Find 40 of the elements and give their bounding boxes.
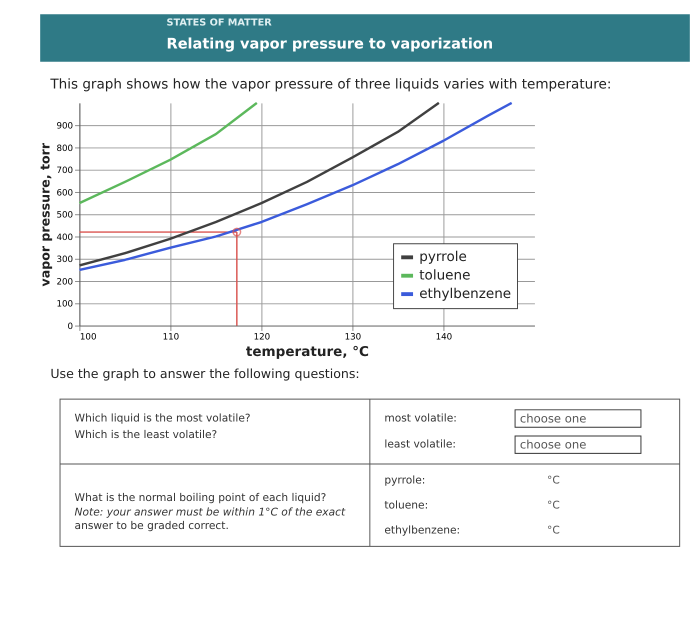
text: What is the normal boiling point of each liquid?	[74, 490, 326, 504]
chart-title: Relating vapor pressure to vaporization	[166, 36, 494, 53]
legend-label: pyrrole	[419, 249, 467, 266]
y-tick-label: 700	[56, 166, 74, 176]
text: Which is the least volatile?	[74, 428, 218, 441]
text: Use the graph to answer the following questions:	[50, 366, 360, 381]
y-tick-label: 200	[56, 277, 74, 288]
legend-label: ethylbenzene	[419, 286, 512, 302]
y-tick-label: 600	[56, 188, 74, 198]
y-tick-label: 500	[56, 210, 74, 221]
text: STATES OF MATTER	[166, 17, 272, 28]
text: ethylbenzene:	[384, 524, 460, 537]
y-axis-title: vapor pressure, torr	[38, 142, 53, 286]
line-series	[78, 102, 258, 204]
text: choose one	[520, 438, 586, 452]
text: most volatile:	[384, 411, 457, 424]
chart-subtitle: This graph shows how the vapor pressure of three liquids varies with temperature:	[49, 76, 612, 92]
x-tick-label: 130	[344, 332, 362, 343]
text: °C	[547, 498, 560, 512]
text: °C	[547, 524, 560, 537]
y-tick-label: 0	[68, 322, 74, 332]
text: toluene:	[384, 498, 428, 512]
text: Which liquid is the most volatile?	[74, 411, 251, 424]
y-tick-label: 800	[56, 144, 74, 154]
y-tick-label: 300	[56, 255, 74, 266]
x-tick-label: 100	[80, 332, 96, 343]
text: choose one	[520, 411, 586, 426]
x-tick-label: 140	[436, 332, 452, 343]
text: answer to be graded correct.	[74, 518, 229, 532]
y-tick-label: 900	[56, 122, 74, 132]
x-tick-label: 120	[254, 332, 270, 343]
text: least volatile:	[384, 438, 456, 451]
text: °C	[547, 473, 560, 486]
y-tick-label: 400	[56, 232, 74, 243]
y-tick-label: 100	[56, 300, 74, 310]
legend-label: toluene	[419, 268, 470, 284]
text: Note: your answer must be within 1°C of the exact	[74, 505, 346, 518]
text: pyrrole:	[384, 473, 426, 486]
x-tick-label: 110	[162, 332, 180, 343]
x-axis-title: temperature, °C	[246, 344, 369, 360]
